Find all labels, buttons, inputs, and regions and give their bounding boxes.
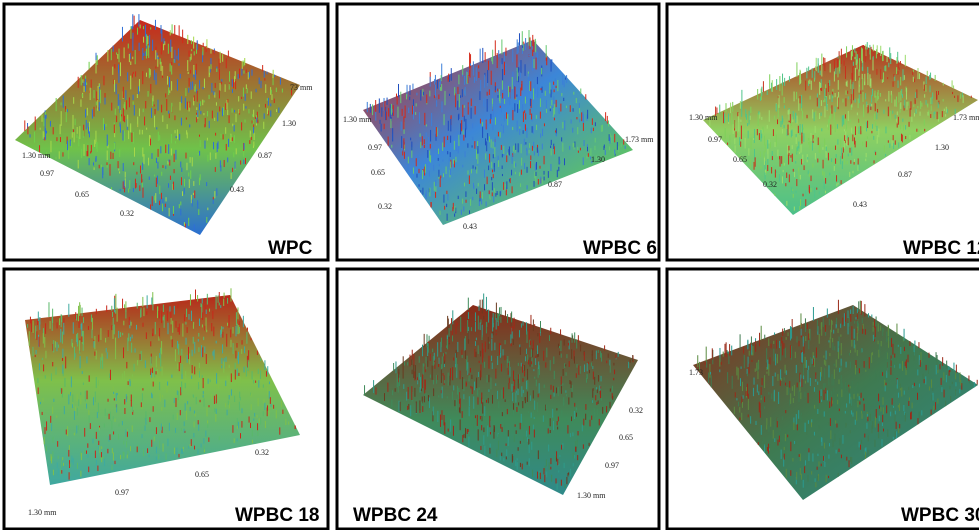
axis-label: 1.30 mm [689, 113, 718, 122]
axis-label: 1.73 mm [953, 113, 979, 122]
axis-label: 0.32 [378, 202, 392, 211]
surface-texture [697, 299, 978, 488]
axis-label: 0.43 [230, 185, 244, 194]
panel-label: WPBC 6 [583, 238, 657, 259]
panel: 73 mm 1.30 0.87 0.43 1.30 mm 0.97 0.65 0… [2, 2, 330, 262]
axis-label: 0.97 [708, 135, 722, 144]
surface [15, 20, 300, 235]
panel: 0.32 0.65 0.97 1.30 mm WPBC 18 [2, 267, 330, 530]
axis-label: 0.65 [619, 433, 633, 442]
panel-label: WPC [268, 238, 313, 259]
surface-texture [709, 42, 972, 211]
panel-frame [2, 267, 330, 530]
panel: 1.30 mm 0.97 0.65 0.32 0.43 0.87 1.30 1.… [335, 2, 661, 262]
axis-label: 0.97 [115, 488, 129, 497]
axis-label: 1.30 mm [343, 115, 372, 124]
panel: 1.30 mm 0.97 0.65 0.32 0.43 0.87 1.30 1.… [665, 2, 979, 262]
panel: 0.32 0.65 0.97 1.30 mm WPBC 24 [335, 267, 661, 530]
axis-label: 0.87 [898, 170, 912, 179]
axis-label: 0.87 [258, 151, 272, 160]
panel: 1.73 WPBC 30 [665, 267, 979, 530]
axis-label: 0.97 [368, 143, 382, 152]
surface [363, 305, 638, 495]
panel-frame [665, 267, 979, 530]
axis-label: 73 mm [290, 83, 313, 92]
axis-label: 0.32 [629, 406, 643, 415]
axis-label: 1.30 mm [28, 508, 57, 517]
surface-texture [366, 30, 626, 223]
axis-label: 1.30 mm [22, 151, 51, 160]
axis-label: 1.30 [591, 155, 605, 164]
axis-label: 0.32 [763, 180, 777, 189]
axis-label: 1.30 mm [577, 491, 606, 500]
axis-label: 1.73 [689, 368, 703, 377]
axis-label: 0.97 [605, 461, 619, 470]
panel-frame [335, 267, 661, 530]
axis-label: 0.65 [195, 470, 209, 479]
panel-frame [665, 2, 979, 262]
axis-label: 0.65 [733, 155, 747, 164]
axis-label: 0.43 [463, 222, 477, 231]
axis-label: 0.97 [40, 169, 54, 178]
surface-texture [27, 288, 296, 480]
axis-label: 0.32 [120, 209, 134, 218]
panel-label: WPBC 18 [235, 505, 319, 526]
panel-label: WPBC 24 [353, 505, 438, 526]
panel-label: WPBC 30 [901, 505, 979, 526]
surface-texture [364, 293, 634, 490]
panel-frame [2, 2, 330, 262]
axis-label: 0.43 [853, 200, 867, 209]
axis-label: 1.73 mm [625, 135, 654, 144]
panel-frame [335, 2, 661, 262]
axis-label: 0.32 [255, 448, 269, 457]
axis-label: 0.87 [548, 180, 562, 189]
surface [703, 45, 978, 215]
panel-label: WPBC 12 [903, 238, 979, 259]
surface-texture [24, 14, 293, 231]
axis-label: 0.65 [371, 168, 385, 177]
axis-label: 0.65 [75, 190, 89, 199]
axis-label: 1.30 [282, 119, 296, 128]
axis-label: 1.30 [935, 143, 949, 152]
